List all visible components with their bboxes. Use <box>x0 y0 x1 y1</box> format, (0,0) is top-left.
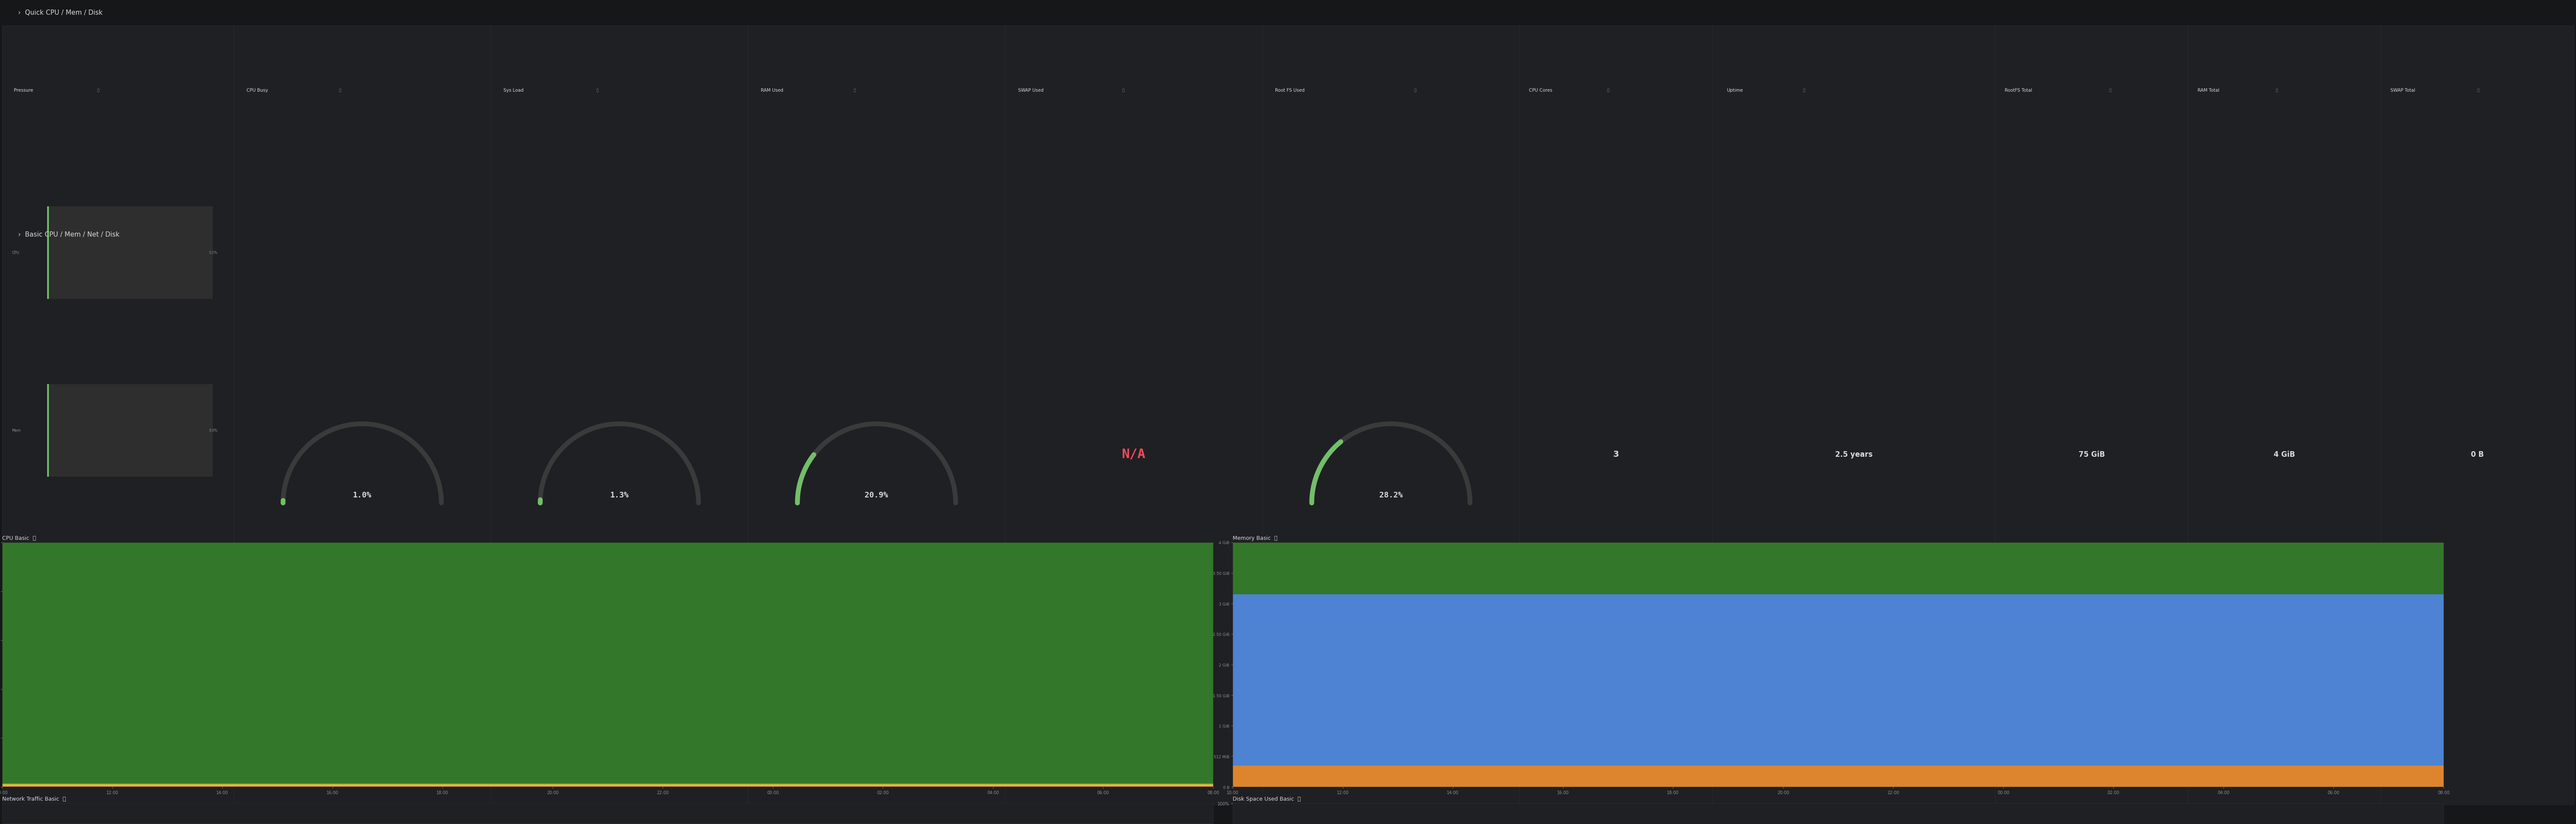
Text: 75 GiB: 75 GiB <box>2079 450 2105 458</box>
Legend: Busy System, Busy User, Busy Iowait, Busy IRQs, Busy Other, Idle: Busy System, Busy User, Busy Iowait, Bus… <box>5 812 227 819</box>
Text: 0.1%: 0.1% <box>209 606 216 610</box>
Text: Root FS Used: Root FS Used <box>1275 88 1303 92</box>
Text: Sys Load: Sys Load <box>505 88 523 92</box>
Text: I/O: I/O <box>13 606 18 610</box>
Text: Disk Space Used Basic  ⓘ: Disk Space Used Basic ⓘ <box>1234 796 1301 802</box>
Text: ›  Quick CPU / Mem / Disk: › Quick CPU / Mem / Disk <box>18 10 103 16</box>
Text: 2.5 years: 2.5 years <box>1834 450 1873 458</box>
FancyBboxPatch shape <box>46 207 214 299</box>
Text: 1.3%: 1.3% <box>611 491 629 499</box>
Text: RAM Used: RAM Used <box>760 88 783 92</box>
Text: Uptime: Uptime <box>1726 88 1744 92</box>
Text: SWAP Total: SWAP Total <box>2391 88 2416 92</box>
Text: CPU Busy: CPU Busy <box>247 88 268 92</box>
Text: CPU: CPU <box>13 251 18 255</box>
Text: CPU Basic  ⓘ: CPU Basic ⓘ <box>3 536 36 541</box>
FancyBboxPatch shape <box>46 384 214 477</box>
Text: 20.9%: 20.9% <box>866 491 889 499</box>
Text: Network Traffic Basic  ⓘ: Network Traffic Basic ⓘ <box>3 796 67 802</box>
Text: RootFS Total: RootFS Total <box>2004 88 2032 92</box>
Text: CPU Cores: CPU Cores <box>1530 88 1553 92</box>
Text: 3: 3 <box>1613 450 1618 458</box>
FancyBboxPatch shape <box>46 562 214 654</box>
Text: SWAP Used: SWAP Used <box>1018 88 1043 92</box>
Text: 0.0%: 0.0% <box>209 428 216 433</box>
Text: 28.2%: 28.2% <box>1378 491 1401 499</box>
Text: Mem: Mem <box>13 428 21 433</box>
Text: N/A: N/A <box>1121 448 1146 461</box>
Text: 0.1%: 0.1% <box>209 251 216 255</box>
Text: 4 GiB: 4 GiB <box>2275 450 2295 458</box>
Text: Memory Basic  ⓘ: Memory Basic ⓘ <box>1234 536 1278 541</box>
Text: 0 B: 0 B <box>2470 450 2483 458</box>
Text: RAM Total: RAM Total <box>2197 88 2221 92</box>
Text: Pressure: Pressure <box>13 88 33 92</box>
Text: ›  Basic CPU / Mem / Net / Disk: › Basic CPU / Mem / Net / Disk <box>18 232 118 238</box>
Legend: RAM Total, RAM Used, RAM Cache + Buffer, RAM Free, SWAP Used: RAM Total, RAM Used, RAM Cache + Buffer,… <box>1234 812 1443 819</box>
Text: 1.0%: 1.0% <box>353 491 371 499</box>
